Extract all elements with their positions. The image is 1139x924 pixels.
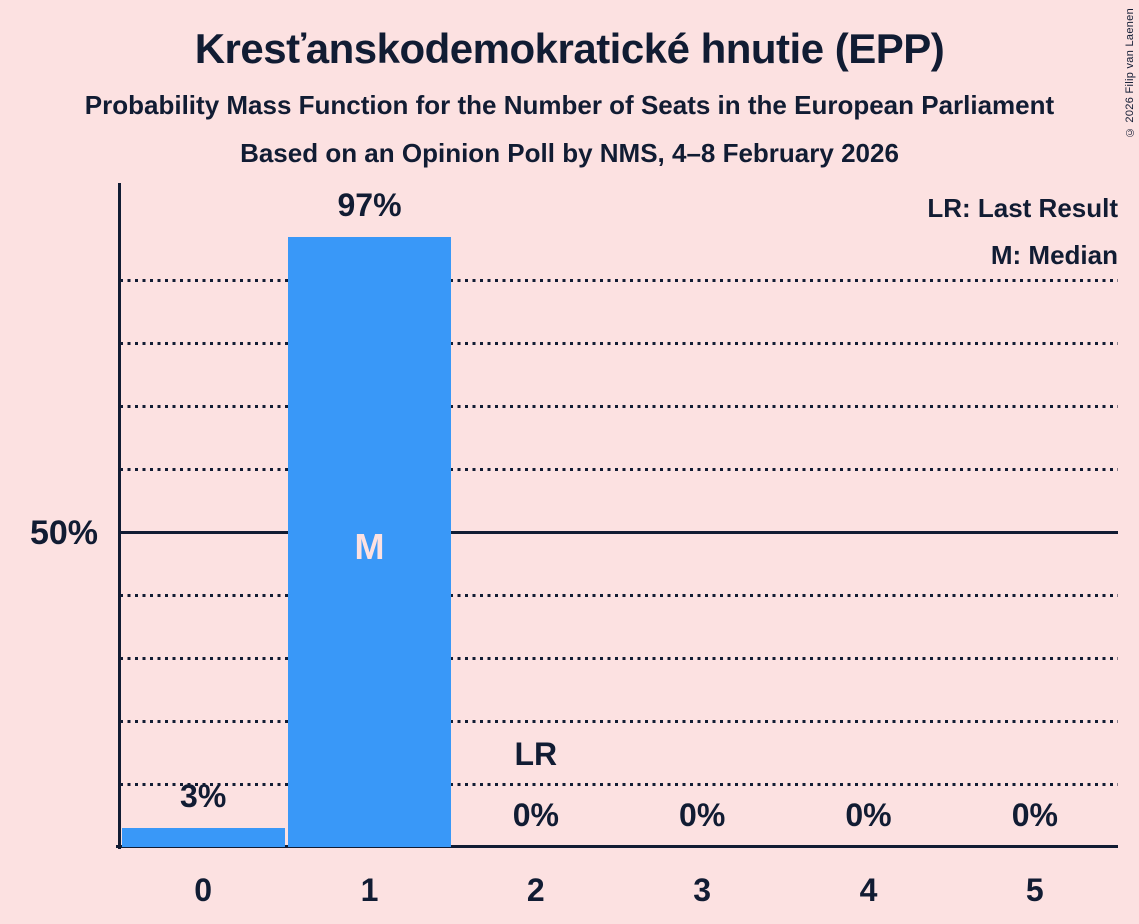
legend-median: M: Median — [990, 240, 1118, 270]
legend-last-result: LR: Last Result — [927, 193, 1118, 223]
x-axis-tick-label-1: 1 — [360, 872, 379, 908]
chart-title: Kresťanskodemokratické hnutie (EPP) — [194, 25, 945, 72]
legend: LR: Last Result M: Median — [927, 185, 1118, 279]
annotation-m: M — [354, 525, 385, 567]
plot-area: 3% 0 97% 1 0% 2 0% 3 0% 4 0% 5 M LR — [120, 183, 1118, 908]
bar-value-label-1: 97% — [337, 186, 402, 223]
chart-subtitle-poll: Based on an Opinion Poll by NMS, 4–8 Feb… — [240, 138, 899, 168]
chart-subtitle-pmf: Probability Mass Function for the Number… — [84, 90, 1055, 120]
x-axis-tick-label-0: 0 — [194, 872, 213, 908]
gridline-dotted-30pct — [120, 656, 1118, 660]
y-axis-tick-label: 50% — [29, 514, 98, 552]
y-axis-line — [118, 183, 121, 849]
gridline-dotted-90pct — [120, 279, 1118, 283]
gridline-solid-50pct — [120, 530, 1118, 534]
gridline-dotted-70pct — [120, 404, 1118, 408]
x-axis-tick-label-2: 2 — [526, 872, 545, 908]
x-axis-line — [116, 845, 1118, 848]
x-axis-tick-label-5: 5 — [1025, 872, 1044, 908]
bar-value-label-0: 3% — [180, 778, 227, 815]
gridline-dotted-60pct — [120, 467, 1118, 471]
copyright-notice: © 2026 Filip van Laenen — [1124, 8, 1136, 139]
gridline-dotted-40pct — [120, 593, 1118, 597]
gridline-dotted-80pct — [120, 342, 1118, 345]
bar-seats-1 — [287, 236, 452, 847]
bar-value-label-2: 0% — [512, 797, 559, 833]
gridline-dotted-10pct — [120, 782, 1118, 786]
bar-seats-0 — [121, 828, 285, 847]
x-axis-tick-label-3: 3 — [693, 872, 712, 908]
bar-value-label-5: 0% — [1011, 797, 1058, 833]
x-axis-tick-label-4: 4 — [859, 872, 878, 908]
annotation-lr: LR — [514, 735, 558, 772]
gridline-dotted-20pct — [120, 719, 1118, 723]
bar-value-label-3: 0% — [679, 797, 726, 833]
bar-value-label-4: 0% — [845, 797, 892, 833]
